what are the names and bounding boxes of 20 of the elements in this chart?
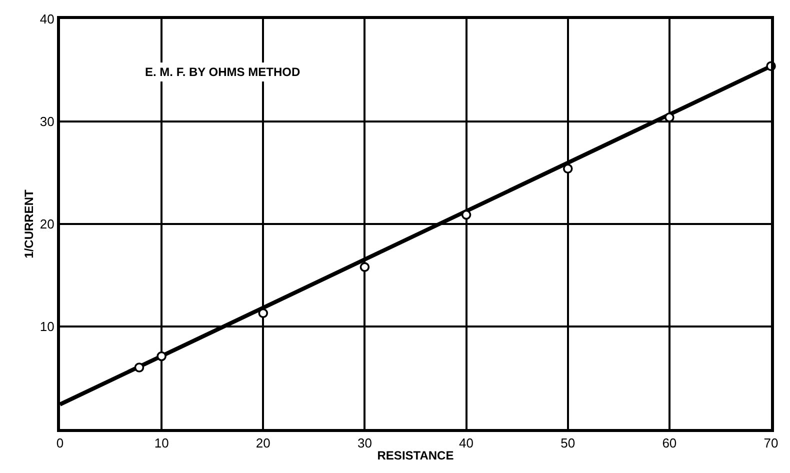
x-axis-title: RESISTANCE — [377, 448, 454, 462]
x-tick-label: 20 — [256, 436, 270, 451]
x-tick-label: 0 — [56, 436, 64, 451]
point — [156, 351, 166, 362]
y-tick-label: 10 — [40, 319, 54, 334]
x-tick-label: 50 — [560, 436, 576, 451]
text: E. M. F. BY OHMS METHOD — [145, 65, 300, 79]
y-tick-label: 30 — [40, 114, 54, 130]
y-axis-title: 1/CURRENT — [22, 188, 36, 258]
x-tick-label: 70 — [764, 436, 778, 451]
point — [134, 362, 144, 372]
x-tick-label: 40 — [459, 436, 474, 451]
y-tick-label: 20 — [40, 216, 54, 232]
x-tick-label: 10 — [154, 436, 169, 451]
y-tick-label: 40 — [40, 12, 54, 27]
point — [360, 262, 370, 272]
x-tick-label: 60 — [662, 436, 677, 451]
point — [258, 308, 268, 318]
point — [562, 164, 573, 174]
x-tick-label: 30 — [357, 436, 372, 451]
